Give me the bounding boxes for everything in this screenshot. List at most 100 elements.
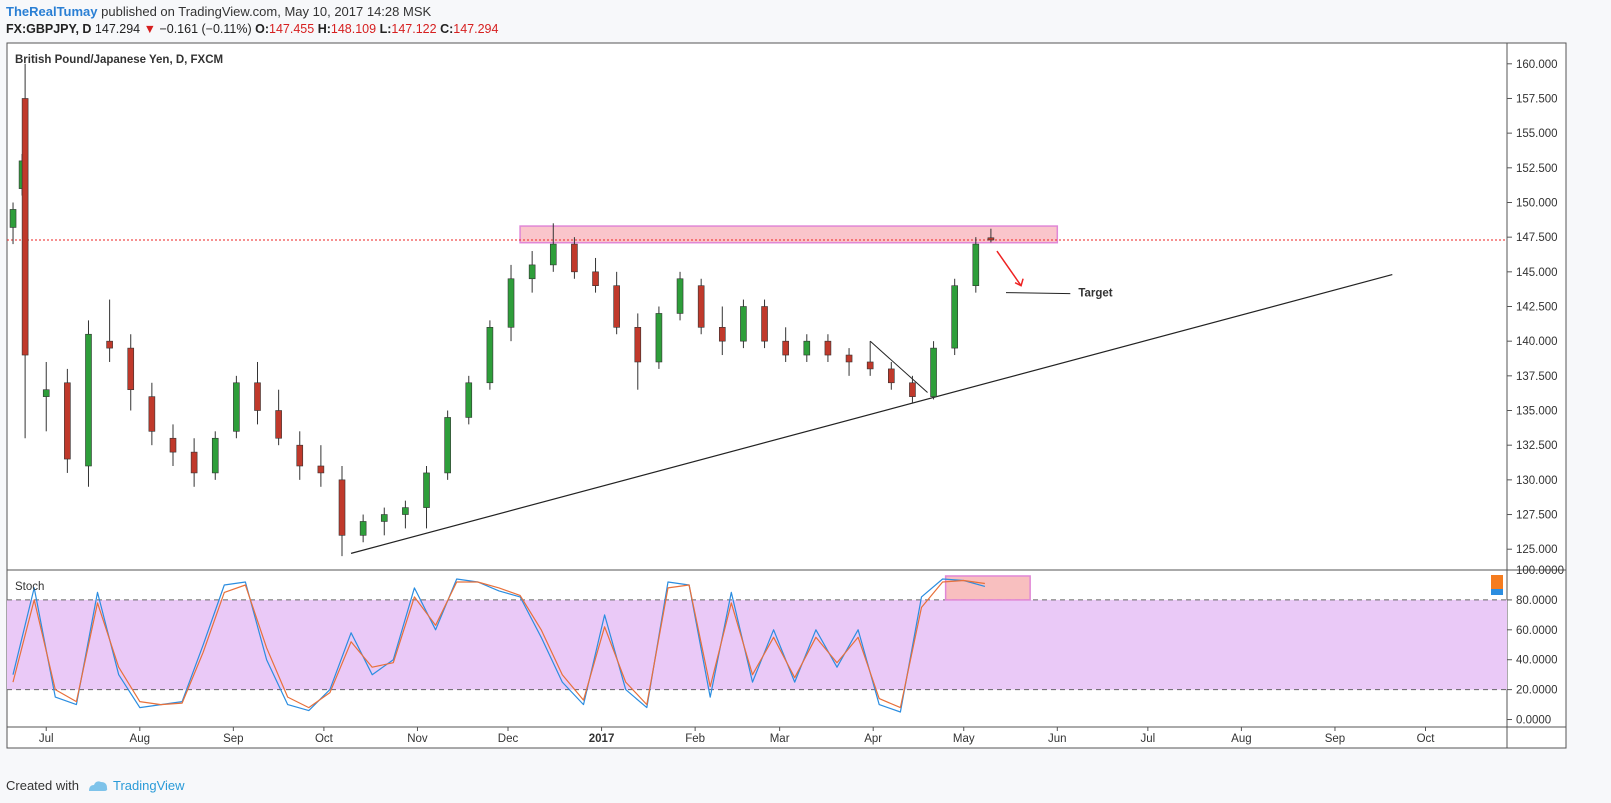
price-tick-label: 140.000 [1516,336,1558,348]
close-label: C: [440,22,454,36]
low-value: 147.122 [391,22,437,36]
d-badge-bottom [1491,589,1503,595]
symbol-info: FX:GBPJPY, D 147.294 ▼ −0.161 (−0.11%) O… [6,22,498,36]
footer: Created with TradingView [6,778,185,793]
time-tick-label: 2017 [589,733,615,745]
tradingview-logo-icon [88,780,108,791]
rising-trendline [350,274,1393,554]
published-text: published on TradingView.com, May 10, 20… [101,4,432,19]
price-tick-label: 135.000 [1516,406,1558,418]
time-tick-label: Oct [1417,733,1436,745]
candle-body [380,514,388,522]
time-tick-label: Nov [407,733,428,745]
price-tick-label: 150.000 [1516,197,1558,209]
candle-body [740,306,747,342]
candle-body [592,271,599,286]
symbol-name: FX:GBPJPY, D [6,22,92,36]
candle-body [761,306,768,342]
candle-body [972,243,980,286]
stoch-tick-label: 100.0000 [1516,565,1564,577]
candle-body [909,382,916,397]
candle-body [64,382,71,460]
candle-body [930,347,937,397]
time-tick-label: Aug [130,733,150,745]
candle-body [718,327,726,342]
high-label: H: [317,22,331,36]
stoch-line-k [12,578,986,713]
candle-body [233,382,240,432]
candle-body [486,327,494,384]
candle-body [169,437,177,453]
falling-trendline [869,340,928,393]
time-tick-label: Oct [315,733,334,745]
time-tick-label: Apr [864,733,882,745]
time-tick-label: Jul [39,733,54,745]
stoch-title: Stoch [15,581,44,593]
candle-body [317,465,325,474]
candle-body [9,209,17,228]
candle-body [148,396,156,432]
down-arrow-icon: ▼ [143,22,156,36]
price-tick-label: 145.000 [1516,267,1558,279]
red-arrow-icon [996,250,1022,287]
price-tick-label: 160.000 [1516,59,1558,71]
candle-body [824,340,832,356]
close-value: 147.294 [453,22,499,36]
time-tick-label: May [953,733,975,745]
candle-body [42,389,50,397]
stoch-line-d [12,579,985,709]
time-tick-label: Feb [685,733,705,745]
price-tick-label: 147.500 [1516,232,1558,244]
high-value: 148.109 [330,22,377,36]
candle-body [697,285,705,328]
candle-body [634,327,642,363]
candle-body [782,340,789,356]
candle-body [127,347,135,391]
d-badge-icon [1491,575,1503,589]
candle-body [275,410,282,439]
candle-body [676,278,684,314]
candle-body [338,479,346,536]
candle-body [571,243,578,273]
price-tick-label: 155.000 [1516,128,1558,140]
open-label: O: [255,22,270,36]
candle-body [402,507,409,515]
chart-title: British Pound/Japanese Yen, D, FXCM [15,54,223,66]
target-line [1005,292,1071,295]
author-link[interactable]: TheRealTumay [6,4,98,19]
time-tick-label: Mar [770,733,790,745]
candle-body [507,278,515,328]
candle-body [359,521,367,536]
candle-body [190,451,198,474]
candles [9,63,995,557]
publish-info: TheRealTumay published on TradingView.co… [6,4,431,19]
price-tick-label: 137.500 [1516,371,1558,383]
stoch-tick-label: 20.0000 [1516,685,1558,697]
price-tick-label: 142.500 [1516,302,1558,314]
time-tick-label: Jun [1048,733,1067,745]
candle-body [528,264,536,280]
price-tick-label: 152.500 [1516,163,1558,175]
candle-body [254,382,261,411]
candle-body [423,472,430,508]
candle-body [21,98,29,356]
candle-body [85,333,92,467]
price-tick-label: 130.000 [1516,475,1558,487]
candle-body [549,243,557,266]
time-tick-label: Aug [1231,733,1251,745]
price-tick-label: 157.500 [1516,93,1558,105]
price-tick-label: 132.500 [1516,440,1558,452]
current-price: 147.294 [94,22,141,36]
time-tick-label: Sep [223,733,243,745]
resistance-zone [519,225,1059,244]
red-arrow-head [1014,278,1024,287]
candle-body [951,285,958,349]
candle-body [845,354,853,363]
candle-body [888,368,895,384]
candle-body [987,237,995,241]
stoch-tick-label: 60.0000 [1516,625,1558,637]
candle-body [211,437,219,474]
open-value: 147.455 [269,22,315,36]
tradingview-link[interactable]: TradingView [112,778,185,793]
